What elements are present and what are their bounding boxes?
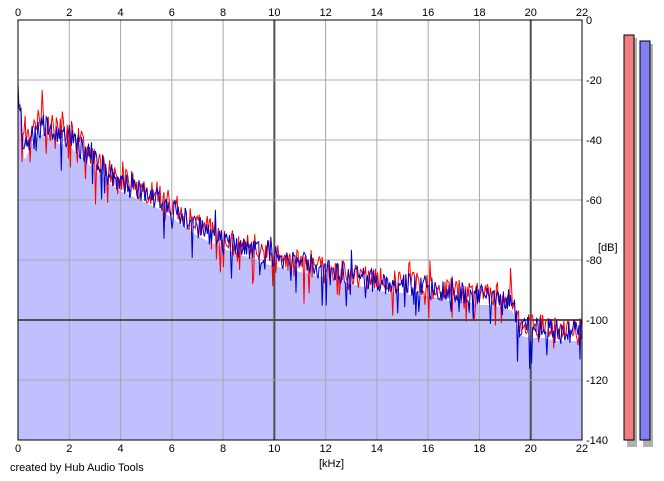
y-tick-label-7: -140 (586, 435, 608, 447)
x-tick-label-top-3: 6 (169, 7, 175, 19)
y-tick-label-1: -20 (586, 75, 602, 87)
x-tick-label-top-0: 0 (15, 7, 21, 19)
x-tick-label-top-11: 22 (576, 7, 588, 19)
x-tick-label-top-4: 8 (220, 7, 226, 19)
level-meters (623, 34, 653, 447)
grid-lines (18, 20, 582, 440)
y-tick-label-3: -60 (586, 195, 602, 207)
x-tick-label-bottom-8: 16 (422, 443, 434, 455)
y-tick-label-2: -40 (586, 135, 602, 147)
y-axis-ticks: 0 -20 -40 -60 -80 -100 -120 -140 (586, 15, 608, 447)
credit-text: created by Hub Audio Tools (10, 462, 144, 474)
x-tick-label-bottom-6: 12 (320, 443, 332, 455)
x-tick-label-top-1: 2 (66, 7, 72, 19)
y-tick-label-5: -100 (586, 315, 608, 327)
y-tick-label-0: 0 (586, 15, 592, 27)
x-tick-label-bottom-2: 4 (117, 443, 123, 455)
series-blue-line (17, 83, 583, 370)
x-tick-label-bottom-4: 8 (220, 443, 226, 455)
x-tick-label-top-5: 10 (268, 7, 280, 19)
level-meter-1 (639, 40, 651, 441)
x-tick-label-bottom-1: 2 (66, 443, 72, 455)
x-tick-label-bottom-9: 18 (473, 443, 485, 455)
x-tick-label-top-9: 18 (473, 7, 485, 19)
x-tick-label-top-6: 12 (320, 7, 332, 19)
x-tick-label-top-10: 20 (525, 7, 537, 19)
x-axis-label: [kHz] (319, 458, 344, 470)
x-tick-label-bottom-5: 10 (268, 443, 280, 455)
x-tick-label-bottom-3: 6 (169, 443, 175, 455)
y-tick-label-6: -120 (586, 375, 608, 387)
y-tick-label-4: -80 (586, 255, 602, 267)
x-tick-label-top-7: 14 (371, 7, 383, 19)
x-tick-label-bottom-11: 22 (576, 443, 588, 455)
spectrum-fill-area (18, 95, 582, 440)
level-meter-0 (623, 34, 635, 441)
x-tick-label-top-8: 16 (422, 7, 434, 19)
plot-border (17, 19, 583, 441)
y-axis-label: [dB] (598, 242, 618, 254)
x-tick-label-bottom-7: 14 (371, 443, 383, 455)
x-tick-label-top-2: 4 (117, 7, 123, 19)
x-tick-label-bottom-10: 20 (525, 443, 537, 455)
x-tick-label-bottom-0: 0 (15, 443, 21, 455)
